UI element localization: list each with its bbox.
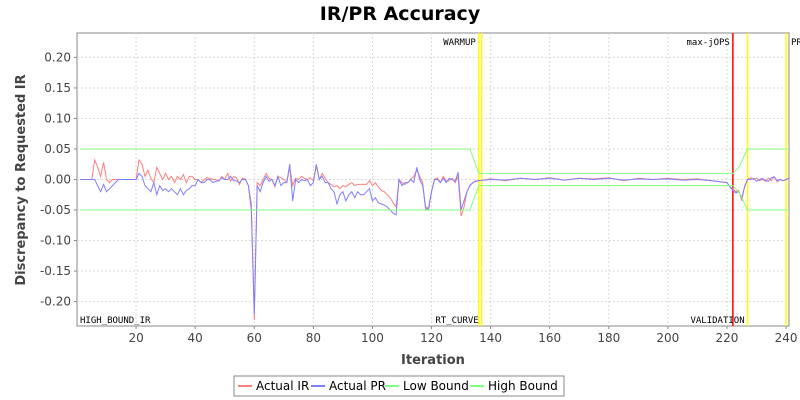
legend-label: Actual PR (329, 379, 386, 393)
x-tick-label: 80 (306, 331, 321, 345)
phase-marker-label: max-jOPS (687, 38, 730, 48)
phase-marker-label: VALIDATION (690, 316, 744, 326)
x-tick-label: 20 (128, 331, 143, 345)
y-tick-label: -0.05 (40, 203, 71, 217)
y-tick-label: 0.00 (44, 173, 71, 187)
y-tick-label: 0.20 (44, 50, 71, 64)
y-tick-label: 0.10 (44, 111, 71, 125)
chart-title: IR/PR Accuracy (320, 3, 481, 25)
legend-label: Low Bound (403, 379, 469, 393)
x-tick-label: 40 (188, 331, 203, 345)
y-tick-label: 0.15 (44, 81, 71, 95)
series-lines (80, 148, 790, 320)
y-tick-label: 0.05 (44, 142, 71, 156)
x-tick-label: 200 (656, 331, 679, 345)
x-tick-label: 60 (247, 331, 262, 345)
x-tick-label: 240 (775, 331, 798, 345)
y-tick-label: -0.20 (40, 295, 71, 309)
series-line-3 (80, 148, 789, 174)
y-axis-ticks: -0.20 -0.15 -0.10 -0.05 0.00 0.05 0.10 0.15 0.20 (40, 50, 77, 309)
legend: Actual IR Actual PR Low Bound High Bound (233, 375, 565, 397)
phase-marker-label: PROFILE (791, 38, 800, 48)
x-tick-label: 100 (361, 331, 384, 345)
y-tick-label: -0.10 (40, 234, 71, 248)
phase-marker-label: WARMUP (443, 38, 476, 48)
x-axis-ticks: 20 40 60 80 100 120 140 160 180 200 220 240 (128, 326, 797, 345)
legend-label: High Bound (488, 379, 558, 393)
x-axis-label: Iteration (401, 353, 465, 368)
series-line-1 (80, 164, 790, 314)
x-tick-label: 160 (538, 331, 561, 345)
x-tick-label: 140 (479, 331, 502, 345)
y-tick-label: -0.15 (40, 264, 71, 278)
corner-label: HIGH_BOUND_IR (80, 316, 151, 326)
x-tick-label: 180 (597, 331, 620, 345)
x-tick-label: 120 (420, 331, 443, 345)
x-tick-label: 220 (716, 331, 739, 345)
phase-marker-label: RT_CURVE (435, 316, 478, 326)
y-axis-label: Discrepancy to Requested IR (14, 74, 29, 285)
legend-label: Actual IR (256, 379, 309, 393)
series-line-2 (80, 185, 789, 211)
grid-lines (77, 33, 789, 326)
